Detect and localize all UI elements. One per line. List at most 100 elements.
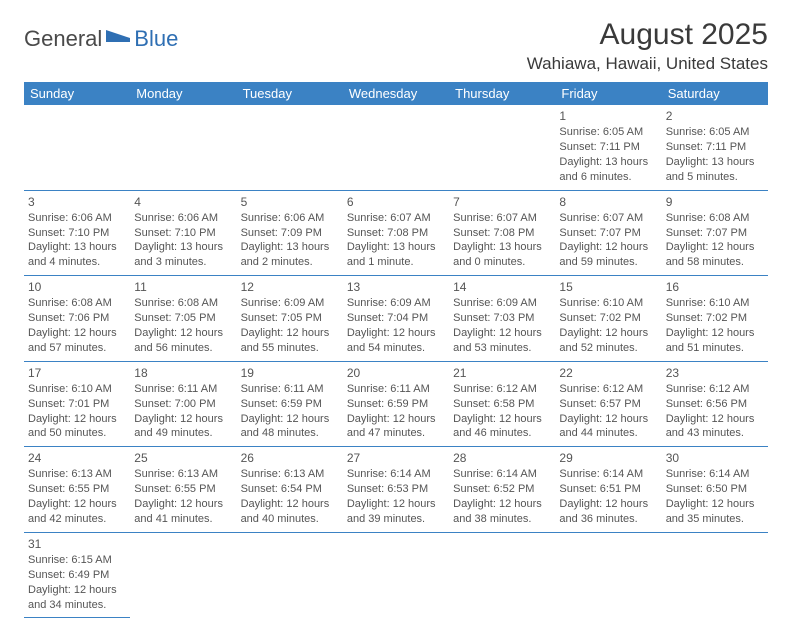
sunset-text: Sunset: 6:54 PM [241,482,339,497]
day-number: 3 [28,194,126,210]
sunrise-text: Sunrise: 6:13 AM [241,467,339,482]
sunrise-text: Sunrise: 6:10 AM [666,296,764,311]
sunset-text: Sunset: 7:02 PM [559,311,657,326]
day-number: 17 [28,365,126,381]
sunset-text: Sunset: 7:11 PM [666,140,764,155]
daylight-text: Daylight: 13 hours [241,240,339,255]
daylight-text: Daylight: 12 hours [347,497,445,512]
daylight-text: Daylight: 13 hours [347,240,445,255]
daylight-text: and 41 minutes. [134,512,232,527]
day-cell: 18Sunrise: 6:11 AMSunset: 7:00 PMDayligh… [130,361,236,447]
daylight-text: Daylight: 12 hours [453,412,551,427]
daylight-text: Daylight: 13 hours [28,240,126,255]
flag-icon [106,28,132,46]
day-cell: 20Sunrise: 6:11 AMSunset: 6:59 PMDayligh… [343,361,449,447]
day-number: 27 [347,450,445,466]
daylight-text: Daylight: 12 hours [666,497,764,512]
sunset-text: Sunset: 7:09 PM [241,226,339,241]
calendar-table: Sunday Monday Tuesday Wednesday Thursday… [24,82,768,618]
day-number: 2 [666,108,764,124]
sunrise-text: Sunrise: 6:12 AM [666,382,764,397]
sunrise-text: Sunrise: 6:13 AM [28,467,126,482]
sunset-text: Sunset: 7:07 PM [559,226,657,241]
daylight-text: Daylight: 12 hours [241,412,339,427]
daylight-text: Daylight: 12 hours [559,412,657,427]
day-number: 23 [666,365,764,381]
day-cell [130,532,236,618]
day-cell: 28Sunrise: 6:14 AMSunset: 6:52 PMDayligh… [449,447,555,533]
day-cell: 17Sunrise: 6:10 AMSunset: 7:01 PMDayligh… [24,361,130,447]
day-cell: 29Sunrise: 6:14 AMSunset: 6:51 PMDayligh… [555,447,661,533]
daylight-text: Daylight: 12 hours [453,497,551,512]
day-cell [237,105,343,190]
title-block: August 2025 Wahiawa, Hawaii, United Stat… [527,18,768,74]
sunrise-text: Sunrise: 6:05 AM [559,125,657,140]
day-number: 14 [453,279,551,295]
day-number: 12 [241,279,339,295]
day-number: 11 [134,279,232,295]
day-cell [343,105,449,190]
day-number: 19 [241,365,339,381]
daylight-text: Daylight: 12 hours [28,326,126,341]
day-number: 24 [28,450,126,466]
calendar-body: 1Sunrise: 6:05 AMSunset: 7:11 PMDaylight… [24,105,768,618]
day-cell: 11Sunrise: 6:08 AMSunset: 7:05 PMDayligh… [130,276,236,362]
day-number: 6 [347,194,445,210]
day-number: 30 [666,450,764,466]
daylight-text: and 3 minutes. [134,255,232,270]
day-cell: 3Sunrise: 6:06 AMSunset: 7:10 PMDaylight… [24,190,130,276]
day-cell [555,532,661,618]
daylight-text: and 36 minutes. [559,512,657,527]
sunset-text: Sunset: 7:08 PM [347,226,445,241]
daylight-text: Daylight: 12 hours [559,240,657,255]
page-title: August 2025 [527,18,768,52]
day-number: 28 [453,450,551,466]
sunrise-text: Sunrise: 6:05 AM [666,125,764,140]
day-cell: 23Sunrise: 6:12 AMSunset: 6:56 PMDayligh… [662,361,768,447]
sunrise-text: Sunrise: 6:09 AM [453,296,551,311]
daylight-text: and 40 minutes. [241,512,339,527]
daylight-text: Daylight: 12 hours [347,412,445,427]
col-sunday: Sunday [24,82,130,105]
day-cell: 14Sunrise: 6:09 AMSunset: 7:03 PMDayligh… [449,276,555,362]
daylight-text: and 6 minutes. [559,170,657,185]
week-row: 31Sunrise: 6:15 AMSunset: 6:49 PMDayligh… [24,532,768,618]
sunset-text: Sunset: 6:59 PM [241,397,339,412]
daylight-text: Daylight: 13 hours [559,155,657,170]
daylight-text: and 58 minutes. [666,255,764,270]
sunrise-text: Sunrise: 6:14 AM [347,467,445,482]
day-number: 9 [666,194,764,210]
day-number: 26 [241,450,339,466]
day-cell [662,532,768,618]
sunrise-text: Sunrise: 6:07 AM [559,211,657,226]
daylight-text: and 56 minutes. [134,341,232,356]
daylight-text: and 4 minutes. [28,255,126,270]
daylight-text: and 1 minute. [347,255,445,270]
daylight-text: and 59 minutes. [559,255,657,270]
daylight-text: and 48 minutes. [241,426,339,441]
daylight-text: and 34 minutes. [28,598,126,613]
day-cell: 12Sunrise: 6:09 AMSunset: 7:05 PMDayligh… [237,276,343,362]
daylight-text: Daylight: 13 hours [134,240,232,255]
sunset-text: Sunset: 6:55 PM [134,482,232,497]
sunset-text: Sunset: 7:07 PM [666,226,764,241]
day-cell: 19Sunrise: 6:11 AMSunset: 6:59 PMDayligh… [237,361,343,447]
location-subtitle: Wahiawa, Hawaii, United States [527,54,768,74]
daylight-text: and 43 minutes. [666,426,764,441]
sunrise-text: Sunrise: 6:14 AM [666,467,764,482]
day-number: 15 [559,279,657,295]
sunrise-text: Sunrise: 6:14 AM [453,467,551,482]
day-number: 10 [28,279,126,295]
sunset-text: Sunset: 6:51 PM [559,482,657,497]
sunrise-text: Sunrise: 6:11 AM [241,382,339,397]
day-number: 25 [134,450,232,466]
daylight-text: Daylight: 12 hours [347,326,445,341]
day-cell [449,532,555,618]
day-number: 16 [666,279,764,295]
day-cell: 1Sunrise: 6:05 AMSunset: 7:11 PMDaylight… [555,105,661,190]
sunrise-text: Sunrise: 6:06 AM [241,211,339,226]
sunrise-text: Sunrise: 6:11 AM [134,382,232,397]
daylight-text: and 44 minutes. [559,426,657,441]
col-friday: Friday [555,82,661,105]
sunrise-text: Sunrise: 6:14 AM [559,467,657,482]
